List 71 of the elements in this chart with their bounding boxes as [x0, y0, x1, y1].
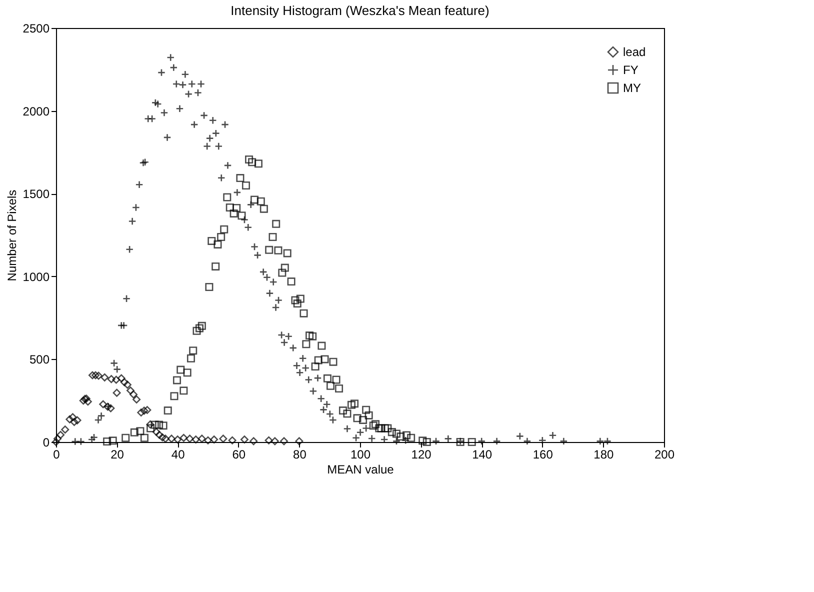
x-tick-label: 140: [472, 448, 492, 462]
x-tick-label: 20: [110, 448, 124, 462]
point: [92, 371, 100, 380]
point: [143, 406, 152, 414]
x-tick-label: 80: [293, 448, 307, 462]
point: [73, 416, 82, 424]
point: [280, 437, 288, 446]
y-tick-label: 0: [42, 436, 50, 450]
point: [123, 380, 132, 389]
point: [94, 372, 103, 380]
point: [61, 426, 70, 434]
point: [158, 433, 166, 442]
point: [130, 390, 138, 398]
point: [240, 436, 248, 444]
point: [155, 430, 164, 439]
legend-label: MY: [623, 81, 641, 95]
point: [106, 404, 115, 412]
x-tick-label: 0: [53, 448, 60, 462]
point: [117, 374, 126, 382]
point: [161, 434, 170, 443]
point: [180, 434, 188, 442]
point: [126, 386, 134, 394]
point: [120, 378, 128, 386]
point: [174, 436, 182, 444]
point: [79, 396, 88, 405]
chart-title: Intensity Histogram (Weszka's Mean feature): [230, 3, 490, 18]
point: [112, 376, 120, 384]
point: [112, 388, 121, 397]
legend-label: FY: [623, 63, 638, 77]
point: [204, 436, 212, 444]
x-tick-label: 180: [594, 448, 614, 462]
point: [132, 395, 141, 404]
x-tick-label: 40: [171, 448, 186, 462]
y-tick-label: 1000: [22, 270, 50, 284]
point: [54, 434, 62, 443]
point: [52, 438, 60, 446]
point: [192, 436, 200, 444]
point: [56, 430, 65, 439]
point: [219, 434, 228, 443]
point: [140, 406, 148, 415]
y-tick-label: 2000: [22, 104, 50, 118]
point: [84, 398, 92, 406]
point: [66, 415, 74, 424]
y-tick-label: 2500: [22, 22, 50, 36]
point: [210, 436, 218, 444]
point: [295, 437, 304, 446]
point: [152, 428, 160, 436]
legend-label: lead: [623, 45, 646, 59]
point: [270, 437, 279, 446]
point: [137, 408, 146, 417]
y-tick-label: 500: [29, 352, 50, 367]
x-tick-label: 100: [350, 448, 371, 462]
y-tick-label: 1500: [22, 187, 50, 202]
point: [88, 371, 96, 380]
point: [228, 436, 236, 444]
x-tick-label: 200: [654, 448, 675, 462]
x-tick-label: 160: [532, 448, 554, 462]
point: [68, 413, 77, 422]
x-tick-label: 60: [232, 448, 246, 462]
x-axis-title: MEAN value: [327, 462, 394, 476]
point: [70, 418, 78, 426]
point: [250, 437, 258, 446]
point: [99, 400, 108, 408]
x-tick-label: 120: [411, 448, 432, 462]
point: [168, 434, 176, 443]
y-axis-title: Number of Pixels: [4, 190, 19, 282]
point: [186, 434, 194, 443]
point: [264, 436, 273, 444]
point: [100, 373, 109, 382]
point: [198, 434, 206, 443]
point: [107, 375, 116, 384]
